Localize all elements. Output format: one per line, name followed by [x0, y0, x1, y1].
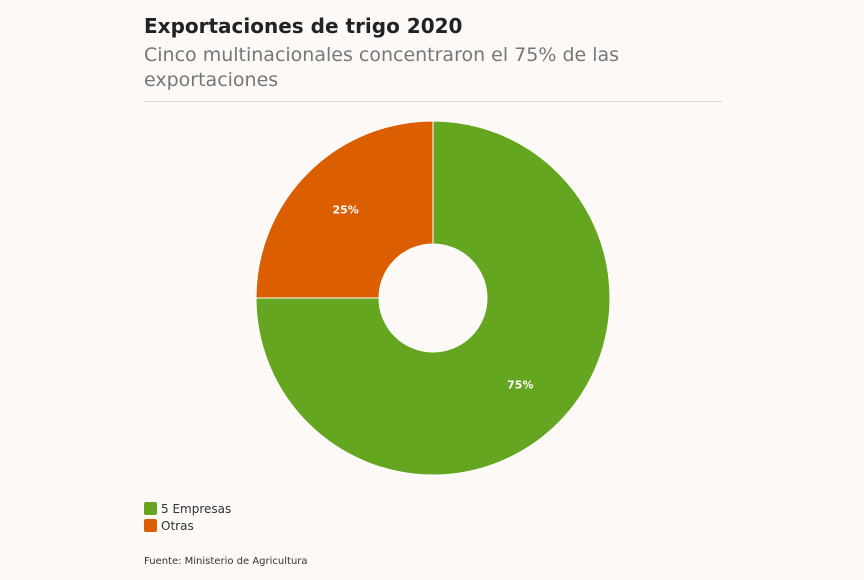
slice-label: 75% [507, 378, 533, 391]
legend-swatch [144, 519, 157, 532]
chart-header: Exportaciones de trigo 2020 Cinco multin… [144, 12, 722, 102]
chart-subtitle: Cinco multinacionales concentraron el 75… [144, 44, 620, 91]
donut-chart: 75% 25% [255, 120, 611, 476]
header-divider [144, 101, 722, 102]
slice-label: 25% [333, 204, 359, 217]
legend-label: Otras [161, 518, 194, 533]
slice-otras[interactable] [255, 120, 434, 299]
source-note: Fuente: Ministerio de Agricultura [144, 556, 308, 567]
chart-title: Exportaciones de trigo 2020 [144, 14, 463, 38]
slice-5-empresas[interactable] [255, 120, 611, 476]
legend: 5 Empresas Otras [144, 500, 231, 534]
legend-item-otras[interactable]: Otras [144, 517, 231, 534]
legend-swatch [144, 502, 157, 515]
legend-item-5-empresas[interactable]: 5 Empresas [144, 500, 231, 517]
legend-label: 5 Empresas [161, 501, 232, 516]
